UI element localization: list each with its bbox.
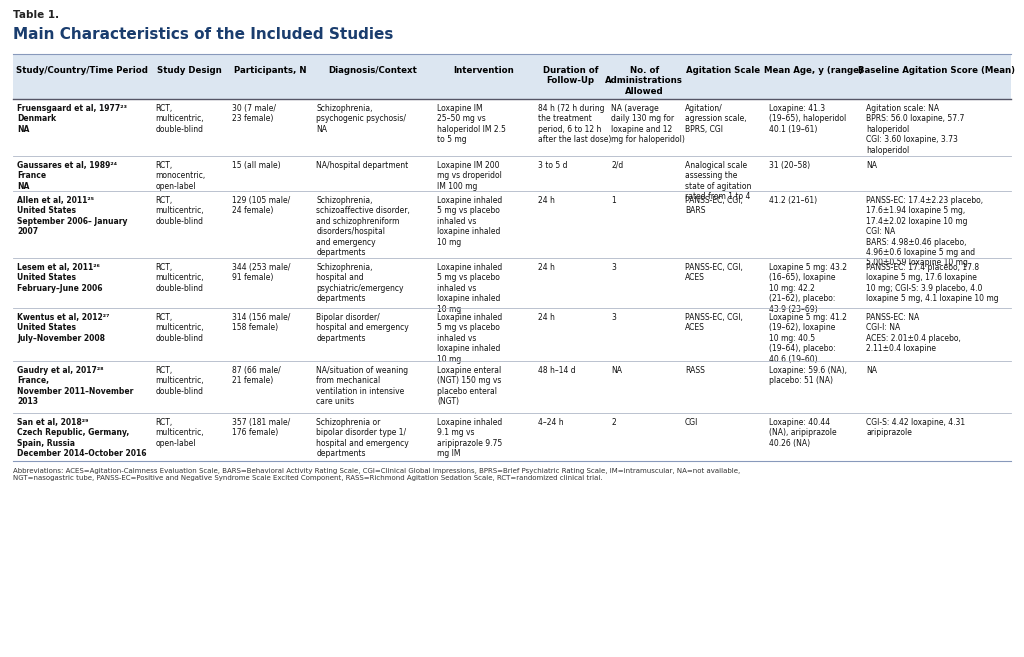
Text: RCT,
multicentric,
double-blind: RCT, multicentric, double-blind	[156, 313, 204, 343]
Text: Fruensgaard et al, 1977²³
Denmark
NA: Fruensgaard et al, 1977²³ Denmark NA	[17, 104, 127, 134]
Text: Gaudry et al, 2017²⁸
France,
November 2011–November
2013: Gaudry et al, 2017²⁸ France, November 20…	[17, 366, 133, 406]
Bar	[13, 258, 1011, 308]
Text: PANSS-EC: 17.4±2.23 placebo,
17.6±1.94 loxapine 5 mg,
17.4±2.02 loxapine 10 mg
C: PANSS-EC: 17.4±2.23 placebo, 17.6±1.94 l…	[866, 196, 984, 267]
Text: NA/hospital department: NA/hospital department	[316, 161, 409, 170]
Text: NA: NA	[611, 366, 623, 375]
Text: 1: 1	[611, 196, 616, 205]
Text: 24 h: 24 h	[538, 196, 554, 205]
Text: Bipolar disorder/
hospital and emergency
departments: Bipolar disorder/ hospital and emergency…	[316, 313, 409, 343]
Text: Duration of
Follow-Up: Duration of Follow-Up	[543, 66, 598, 85]
Text: Gaussares et al, 1989²⁴
France
NA: Gaussares et al, 1989²⁴ France NA	[17, 161, 117, 191]
Text: Loxapine: 41.3
(19–65), haloperidol
40.1 (19–61): Loxapine: 41.3 (19–65), haloperidol 40.1…	[769, 104, 847, 134]
Text: Main Characteristics of the Included Studies: Main Characteristics of the Included Stu…	[13, 28, 393, 43]
Text: PANSS-EC, CGI,
BARS: PANSS-EC, CGI, BARS	[685, 196, 743, 215]
Text: PANSS-EC, CGI,
ACES: PANSS-EC, CGI, ACES	[685, 263, 743, 283]
Text: NA/situation of weaning
from mechanical
ventilation in intensive
care units: NA/situation of weaning from mechanical …	[316, 366, 409, 406]
Text: 24 h: 24 h	[538, 313, 554, 322]
Text: 357 (181 male/
176 female): 357 (181 male/ 176 female)	[232, 418, 291, 438]
Text: Loxapine inhaled
9.1 mg vs
aripiprazole 9.75
mg IM: Loxapine inhaled 9.1 mg vs aripiprazole …	[437, 418, 503, 458]
Text: Loxapine 5 mg: 41.2
(19–62), loxapine
10 mg: 40.5
(19–64), placebo:
40.6 (19–60): Loxapine 5 mg: 41.2 (19–62), loxapine 10…	[769, 313, 847, 363]
Text: Loxapine inhaled
5 mg vs placebo
inhaled vs
loxapine inhaled
10 mg: Loxapine inhaled 5 mg vs placebo inhaled…	[437, 196, 503, 246]
Bar	[13, 191, 1011, 258]
Bar	[13, 99, 1011, 156]
Text: 2/d: 2/d	[611, 161, 624, 170]
Text: Loxapine enteral
(NGT) 150 mg vs
placebo enteral
(NGT): Loxapine enteral (NGT) 150 mg vs placebo…	[437, 366, 502, 406]
Text: 30 (7 male/
23 female): 30 (7 male/ 23 female)	[232, 104, 276, 124]
Text: NA (average
daily 130 mg for
loxapine and 12
mg for haloperidol): NA (average daily 130 mg for loxapine an…	[611, 104, 685, 144]
Text: Schizophrenia,
psychogenic psychosis/
NA: Schizophrenia, psychogenic psychosis/ NA	[316, 104, 407, 134]
Text: Loxapine inhaled
5 mg vs placebo
inhaled vs
loxapine inhaled
10 mg: Loxapine inhaled 5 mg vs placebo inhaled…	[437, 313, 503, 363]
Bar	[13, 413, 1011, 461]
Text: Abbreviations: ACES=Agitation-Calmness Evaluation Scale, BARS=Behavioral Activit: Abbreviations: ACES=Agitation-Calmness E…	[13, 468, 740, 481]
Text: RCT,
multicentric,
double-blind: RCT, multicentric, double-blind	[156, 263, 204, 293]
Text: 41.2 (21–61): 41.2 (21–61)	[769, 196, 817, 205]
Text: CGI: CGI	[685, 418, 698, 427]
Text: 4–24 h: 4–24 h	[538, 418, 563, 427]
Text: 31 (20–58): 31 (20–58)	[769, 161, 810, 170]
Bar	[13, 62, 1011, 99]
Text: 24 h: 24 h	[538, 263, 554, 272]
Text: PANSS-EC: NA
CGI-I: NA
ACES: 2.01±0.4 placebo,
2.11±0.4 loxapine: PANSS-EC: NA CGI-I: NA ACES: 2.01±0.4 pl…	[866, 313, 962, 353]
Text: CGI-S: 4.42 loxapine, 4.31
aripiprazole: CGI-S: 4.42 loxapine, 4.31 aripiprazole	[866, 418, 966, 438]
Text: Loxapine: 59.6 (NA),
placebo: 51 (NA): Loxapine: 59.6 (NA), placebo: 51 (NA)	[769, 366, 847, 386]
Bar	[13, 361, 1011, 413]
Text: Kwentus et al, 2012²⁷
United States
July–November 2008: Kwentus et al, 2012²⁷ United States July…	[17, 313, 110, 343]
Text: 129 (105 male/
24 female): 129 (105 male/ 24 female)	[232, 196, 291, 215]
Text: RCT,
monocentric,
open-label: RCT, monocentric, open-label	[156, 161, 206, 191]
Text: Schizophrenia,
hospital and
psychiatric/emergency
departments: Schizophrenia, hospital and psychiatric/…	[316, 263, 403, 303]
Text: NA: NA	[866, 366, 878, 375]
Text: Schizophrenia or
bipolar disorder type 1/
hospital and emergency
departments: Schizophrenia or bipolar disorder type 1…	[316, 418, 409, 458]
Text: Agitation scale: NA
BPRS: 56.0 loxapine, 57.7
haloperidol
CGI: 3.60 loxapine, 3.: Agitation scale: NA BPRS: 56.0 loxapine,…	[866, 104, 965, 154]
Text: 48 h–14 d: 48 h–14 d	[538, 366, 575, 375]
Text: Lesem et al, 2011²⁶
United States
February–June 2006: Lesem et al, 2011²⁶ United States Februa…	[17, 263, 102, 293]
Text: NA: NA	[866, 161, 878, 170]
Text: San et al, 2018²⁹
Czech Republic, Germany,
Spain, Russia
December 2014–October 2: San et al, 2018²⁹ Czech Republic, German…	[17, 418, 146, 458]
Text: Diagnosis/Context: Diagnosis/Context	[329, 66, 417, 75]
Text: Allen et al, 2011²⁵
United States
September 2006– January
2007: Allen et al, 2011²⁵ United States Septem…	[17, 196, 128, 237]
Text: Loxapine IM
25–50 mg vs
haloperidol IM 2.5
to 5 mg: Loxapine IM 25–50 mg vs haloperidol IM 2…	[437, 104, 506, 144]
Text: Agitation Scale: Agitation Scale	[686, 66, 760, 75]
Text: 84 h (72 h during
the treatment
period, 6 to 12 h
after the last dose): 84 h (72 h during the treatment period, …	[538, 104, 611, 144]
Text: 344 (253 male/
91 female): 344 (253 male/ 91 female)	[232, 263, 291, 283]
Text: Analogical scale
assessing the
state of agitation
rated from 1 to 4: Analogical scale assessing the state of …	[685, 161, 752, 201]
Text: Table 1.: Table 1.	[13, 10, 59, 20]
Text: RCT,
multicentric,
double-blind: RCT, multicentric, double-blind	[156, 366, 204, 396]
Text: Participants, N: Participants, N	[233, 66, 306, 75]
Bar	[13, 156, 1011, 191]
Text: Intervention: Intervention	[453, 66, 514, 75]
Text: 15 (all male): 15 (all male)	[232, 161, 281, 170]
Text: RASS: RASS	[685, 366, 705, 375]
Bar	[13, 54, 1011, 62]
Text: 3: 3	[611, 263, 616, 272]
Text: Study/Country/Time Period: Study/Country/Time Period	[16, 66, 148, 75]
Text: Loxapine inhaled
5 mg vs placebo
inhaled vs
loxapine inhaled
10 mg: Loxapine inhaled 5 mg vs placebo inhaled…	[437, 263, 503, 313]
Text: Study Design: Study Design	[158, 66, 222, 75]
Text: Loxapine IM 200
mg vs droperidol
IM 100 mg: Loxapine IM 200 mg vs droperidol IM 100 …	[437, 161, 502, 191]
Text: No. of
Administrations
Allowed: No. of Administrations Allowed	[605, 66, 683, 96]
Bar	[13, 308, 1011, 361]
Text: Agitation/
agression scale,
BPRS, CGI: Agitation/ agression scale, BPRS, CGI	[685, 104, 746, 134]
Text: Loxapine 5 mg: 43.2
(16–65), loxapine
10 mg: 42.2
(21–62), placebo:
43.9 (23–69): Loxapine 5 mg: 43.2 (16–65), loxapine 10…	[769, 263, 847, 313]
Text: 87 (66 male/
21 female): 87 (66 male/ 21 female)	[232, 366, 281, 386]
Text: 2: 2	[611, 418, 616, 427]
Text: 3: 3	[611, 313, 616, 322]
Text: 314 (156 male/
158 female): 314 (156 male/ 158 female)	[232, 313, 291, 332]
Text: Mean Age, y (range): Mean Age, y (range)	[764, 66, 863, 75]
Text: 3 to 5 d: 3 to 5 d	[538, 161, 567, 170]
Text: RCT,
multicentric,
double-blind: RCT, multicentric, double-blind	[156, 196, 204, 226]
Text: Loxapine: 40.44
(NA), aripiprazole
40.26 (NA): Loxapine: 40.44 (NA), aripiprazole 40.26…	[769, 418, 837, 448]
Text: RCT,
multicentric,
open-label: RCT, multicentric, open-label	[156, 418, 204, 448]
Text: PANSS-EC, CGI,
ACES: PANSS-EC, CGI, ACES	[685, 313, 743, 332]
Text: PANSS-EC: 17.4 placebo, 17.8
loxapine 5 mg, 17.6 loxapine
10 mg; CGI-S: 3.9 plac: PANSS-EC: 17.4 placebo, 17.8 loxapine 5 …	[866, 263, 999, 303]
Text: Baseline Agitation Score (Mean): Baseline Agitation Score (Mean)	[858, 66, 1015, 75]
Text: Schizophrenia,
schizoaffective disorder,
and schizophreniform
disorders/hospital: Schizophrenia, schizoaffective disorder,…	[316, 196, 410, 257]
Text: RCT,
multicentric,
double-blind: RCT, multicentric, double-blind	[156, 104, 204, 134]
